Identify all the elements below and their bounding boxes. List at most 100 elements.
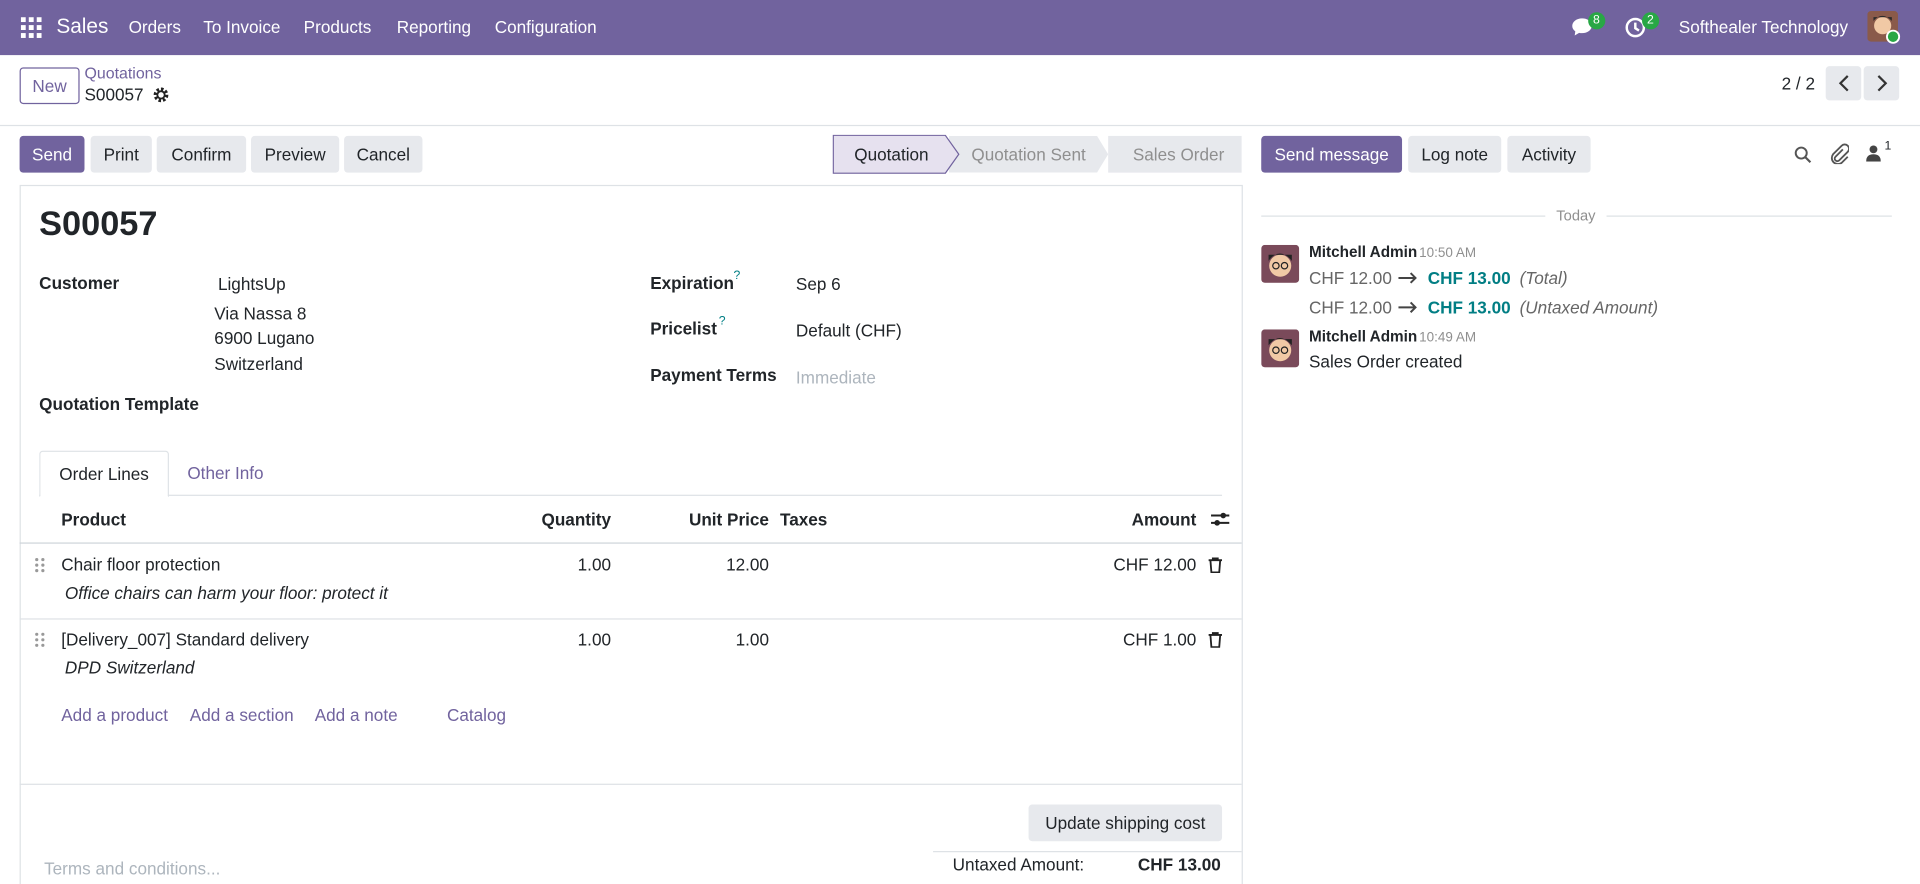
pager: 2 / 2 [1781, 73, 1816, 94]
tab[interactable]: Other Info [187, 462, 264, 483]
field-label: Quotation Template [39, 394, 199, 414]
old-value: CHF 12.00 [1308, 297, 1392, 318]
activity-button[interactable]: Activity [1507, 135, 1591, 173]
status-step[interactable]: Sales Order [1108, 135, 1242, 173]
unit-price[interactable]: 1.00 [735, 629, 769, 649]
menu-item[interactable]: Configuration [494, 17, 597, 37]
author-avatar[interactable] [1261, 329, 1300, 368]
column-header[interactable]: Product [61, 509, 126, 529]
row-line [19, 618, 1242, 620]
field-placeholder[interactable]: Immediate [795, 367, 876, 387]
log-note-button[interactable]: Log note [1408, 135, 1502, 173]
status-current-bg [832, 134, 960, 174]
address-line: Switzerland [214, 353, 303, 374]
column-header[interactable]: Taxes [780, 509, 828, 529]
action-button[interactable]: Preview [251, 135, 340, 173]
help-tooltip[interactable]: ? [718, 314, 726, 329]
send-message-button[interactable]: Send message [1261, 135, 1403, 173]
amount: CHF 1.00 [1122, 629, 1197, 649]
pager-prev[interactable] [1825, 66, 1862, 101]
field-value[interactable]: Sep 6 [795, 274, 841, 294]
customer-name[interactable]: LightsUp [217, 274, 286, 294]
table-end-line [19, 783, 1242, 785]
description[interactable]: Office chairs can harm your floor: prote… [64, 582, 388, 603]
add-link[interactable]: Add a section [189, 705, 294, 725]
new-value: CHF 13.00 [1427, 268, 1511, 288]
column-settings[interactable] [1211, 511, 1230, 528]
messages-badge: 8 [1588, 12, 1605, 30]
field-name: (Total) [1519, 268, 1568, 288]
action-button[interactable]: Send [19, 135, 85, 173]
messages-icon[interactable] [1571, 17, 1593, 37]
app-name[interactable]: Sales [56, 14, 109, 38]
row-line [19, 542, 1242, 544]
field-label: Customer [39, 273, 120, 293]
delete-icon[interactable] [1208, 557, 1223, 574]
help-tooltip[interactable]: ? [733, 269, 741, 283]
add-link[interactable]: Add a product [61, 705, 168, 725]
form-sheet [19, 184, 1243, 884]
delete-icon[interactable] [1208, 632, 1223, 648]
field-label: Pricelist [650, 318, 717, 338]
search-icon[interactable] [1794, 146, 1812, 164]
totals-line [933, 851, 1242, 853]
followers-icon[interactable] [1866, 144, 1881, 162]
field-label: Payment Terms [650, 364, 777, 385]
drag-handle[interactable] [34, 557, 45, 573]
add-link[interactable]: Catalog [446, 705, 507, 725]
product[interactable]: Chair floor protection [61, 554, 221, 575]
tab-active[interactable]: Order Lines [39, 450, 169, 498]
menu-item[interactable]: Products [303, 17, 372, 37]
unit-price[interactable]: 12.00 [726, 554, 769, 575]
action-button[interactable]: Confirm [156, 135, 247, 173]
breadcrumb[interactable]: Quotations [84, 63, 162, 83]
action-button[interactable]: Cancel [344, 135, 423, 173]
drag-handle[interactable] [34, 632, 45, 648]
column-header[interactable]: Amount [1131, 509, 1197, 529]
quantity[interactable]: 1.00 [577, 554, 612, 575]
arrow-icon [1398, 301, 1417, 313]
record-title: S00057 [39, 204, 158, 243]
user-avatar[interactable] [1867, 11, 1901, 44]
amount: CHF 12.00 [1113, 554, 1197, 575]
field-value[interactable]: Default (CHF) [795, 320, 902, 341]
new-button[interactable]: New [19, 67, 80, 105]
company[interactable]: Softhealer Technology [1678, 17, 1849, 37]
menu-item[interactable]: Orders [128, 17, 181, 37]
address-line: 6900 Lugano [214, 328, 315, 348]
author[interactable]: Mitchell Admin [1308, 243, 1418, 261]
update-shipping-button[interactable]: Update shipping cost [1028, 804, 1223, 842]
status-step[interactable]: Quotation Sent [948, 135, 1109, 173]
author-avatar[interactable] [1261, 244, 1300, 283]
pager-next[interactable] [1863, 66, 1900, 101]
gear-icon[interactable] [153, 87, 169, 103]
tab-line [39, 494, 1223, 496]
followers-count: 1 [1884, 139, 1892, 154]
column-header[interactable]: Unit Price [688, 509, 769, 529]
product[interactable]: [Delivery_007] Standard delivery [61, 629, 309, 649]
field-name: (Untaxed Amount) [1519, 297, 1659, 318]
activities-badge: 2 [1642, 12, 1659, 30]
column-header[interactable]: Quantity [541, 509, 612, 529]
activities-icon[interactable] [1625, 17, 1646, 38]
add-link[interactable]: Add a note [314, 705, 398, 725]
record-name: S00057 [84, 84, 144, 105]
separator [0, 124, 1920, 127]
menu-item[interactable]: Reporting [396, 17, 472, 37]
menu-item[interactable]: To Invoice [203, 17, 281, 37]
attachment-icon[interactable] [1829, 143, 1849, 165]
description[interactable]: DPD Switzerland [64, 657, 195, 678]
action-button[interactable]: Print [90, 135, 152, 173]
field-label: Expiration [650, 273, 735, 293]
author[interactable]: Mitchell Admin [1308, 328, 1418, 346]
apps-icon[interactable] [20, 17, 42, 38]
address-line: Via Nassa 8 [214, 303, 307, 324]
terms-placeholder[interactable]: Terms and conditions... [44, 858, 221, 878]
quantity[interactable]: 1.00 [577, 629, 612, 649]
timestamp: 10:50 AM [1419, 246, 1477, 261]
untaxed-label: Untaxed Amount: [952, 854, 1085, 875]
status-step-current[interactable]: Quotation [854, 144, 929, 165]
